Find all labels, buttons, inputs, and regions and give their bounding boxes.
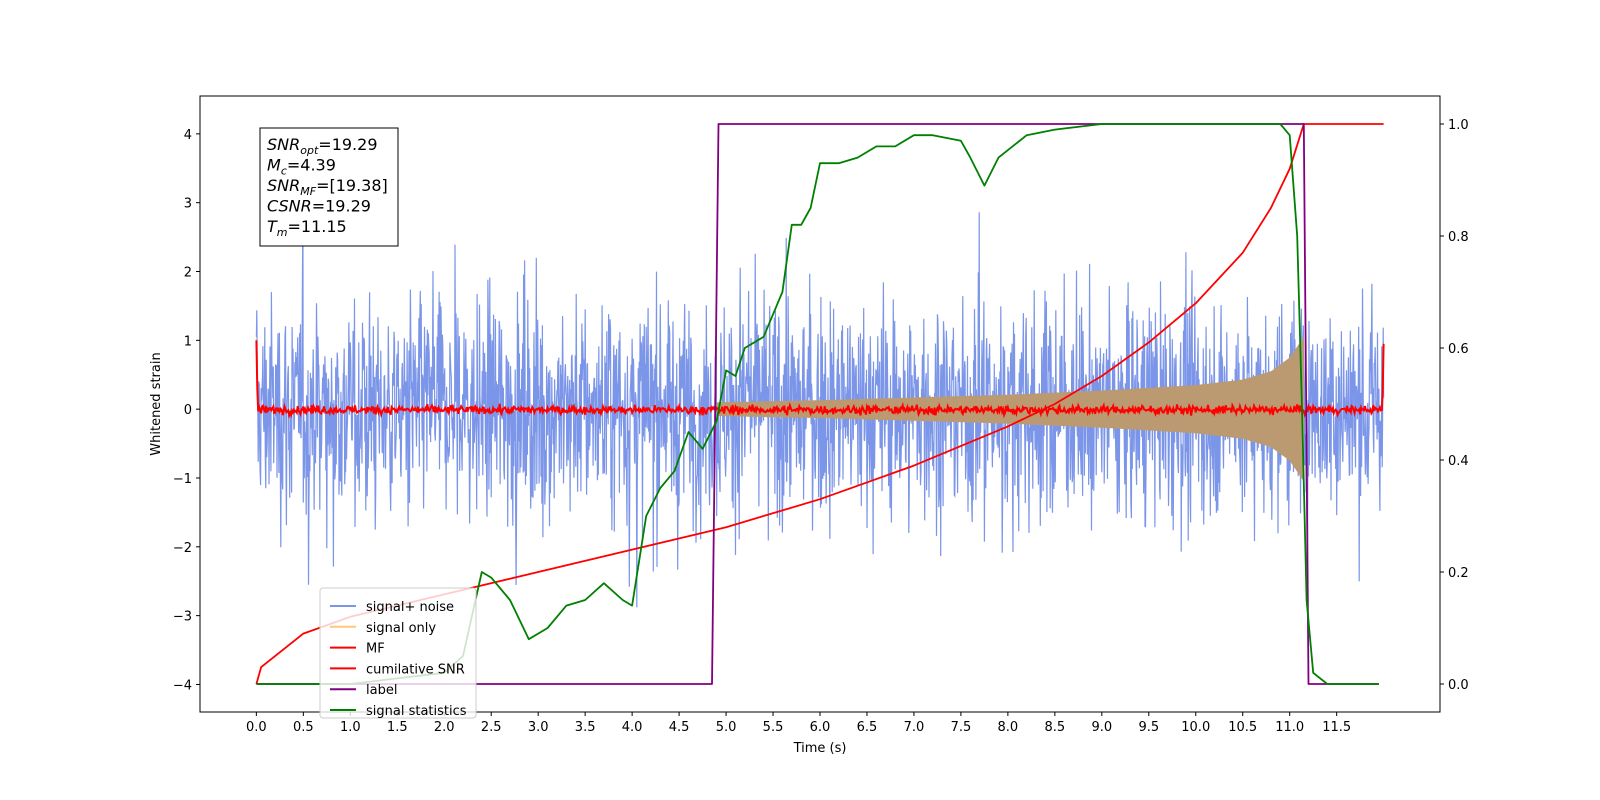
ticks-layer: 0.0 0.5 1.0 1.5 2.0 2.5 3.0 3.5 4.0 4.5 5.0 5.5 6.0 6… xyxy=(173,118,1469,735)
series-signal-noise xyxy=(255,212,1385,608)
x-tick-label: 11.0 xyxy=(1275,720,1304,735)
y-tick-label: 0 xyxy=(184,403,192,418)
x-tick-label: 3.5 xyxy=(575,720,596,735)
y2-tick-label: 0.8 xyxy=(1448,230,1469,245)
legend-frame xyxy=(319,587,477,719)
x-tick-label: 2.5 xyxy=(481,720,502,735)
y-tick-label: 3 xyxy=(184,197,192,212)
x-tick-label: 4.0 xyxy=(622,720,643,735)
info-line: CSNR=19.29 xyxy=(267,197,371,216)
legend-label: label xyxy=(366,683,397,698)
info-line: SNRMF=[19.38] xyxy=(267,176,388,198)
x-tick-label: 0.5 xyxy=(293,720,314,735)
legend-label: signal statistics xyxy=(366,704,467,719)
info-line: Tm=11.15 xyxy=(267,217,347,239)
x-tick-label: 6.5 xyxy=(857,720,878,735)
info-lines: SNRopt=19.29Mc=4.39SNRMF=[19.38]CSNR=19.… xyxy=(267,135,388,239)
y-tick-label: −1 xyxy=(173,472,192,487)
x-tick-label: 0.0 xyxy=(246,720,267,735)
legend: signal+ noise signal only MF cumilative SNR… xyxy=(319,587,477,719)
y2-tick-label: 1.0 xyxy=(1448,118,1469,133)
x-axis-label: Time (s) xyxy=(793,741,847,756)
legend-label: cumilative SNR xyxy=(366,662,465,677)
y2-tick-label: 0.6 xyxy=(1448,342,1469,357)
x-tick-label: 11.5 xyxy=(1322,720,1351,735)
legend-label: MF xyxy=(366,642,385,657)
y-tick-label: −2 xyxy=(173,541,192,556)
y2-tick-label: 0.2 xyxy=(1448,566,1469,581)
x-tick-label: 8.5 xyxy=(1045,720,1066,735)
series-signal-statistics xyxy=(256,123,1379,685)
series-label xyxy=(256,123,1379,685)
y-tick-label: 1 xyxy=(184,334,192,349)
x-tick-label: 5.0 xyxy=(716,720,737,735)
x-tick-label: 7.0 xyxy=(904,720,925,735)
series-mf xyxy=(255,340,1385,420)
y-tick-label: 4 xyxy=(184,128,192,143)
x-tick-label: 7.5 xyxy=(951,720,972,735)
x-tick-label: 9.0 xyxy=(1091,720,1112,735)
x-tick-label: 4.5 xyxy=(669,720,690,735)
x-tick-label: 3.0 xyxy=(528,720,549,735)
y-tick-label: −4 xyxy=(173,678,192,693)
x-tick-label: 5.5 xyxy=(763,720,784,735)
legend-label: signal only xyxy=(366,621,436,636)
y-tick-label: 2 xyxy=(184,266,192,281)
y-axis-label: Whitened strain xyxy=(149,352,164,455)
info-box-frame xyxy=(259,127,399,247)
info-line: SNRopt=19.29 xyxy=(267,135,378,157)
x-tick-label: 10.0 xyxy=(1181,720,1210,735)
x-tick-label: 1.0 xyxy=(340,720,361,735)
info-box: SNRopt=19.29Mc=4.39SNRMF=[19.38]CSNR=19.… xyxy=(259,127,399,247)
x-tick-label: 9.5 xyxy=(1138,720,1159,735)
x-tick-label: 1.5 xyxy=(387,720,408,735)
info-line: Mc=4.39 xyxy=(267,156,336,178)
y-tick-label: −3 xyxy=(173,610,192,625)
x-tick-label: 10.5 xyxy=(1228,720,1257,735)
legend-label: signal+ noise xyxy=(366,600,454,615)
y2-tick-label: 0.4 xyxy=(1448,454,1469,469)
x-tick-label: 8.0 xyxy=(998,720,1019,735)
x-tick-label: 2.0 xyxy=(434,720,455,735)
x-tick-label: 6.0 xyxy=(810,720,831,735)
y2-tick-label: 0.0 xyxy=(1448,678,1469,693)
legend-items: signal+ noise signal only MF cumilative SNR… xyxy=(330,600,467,719)
